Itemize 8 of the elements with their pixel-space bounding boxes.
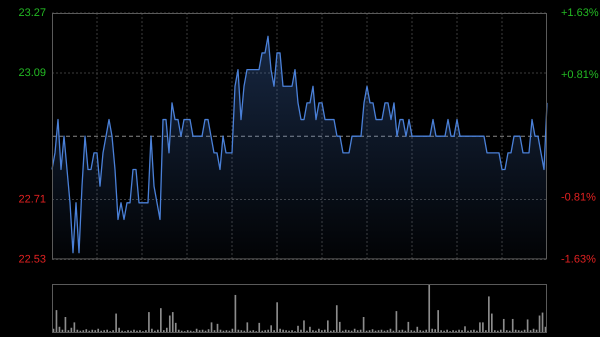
y-tick-label: 22.71 [18, 193, 46, 206]
y2-tick-label: -0.81% [561, 191, 596, 204]
y2-tick-label: -1.63% [561, 253, 596, 266]
y-tick-label: 23.09 [18, 66, 46, 79]
y2-tick-label: +1.63% [561, 7, 599, 20]
y-tick-label: 23.27 [18, 7, 46, 20]
y-tick-label: 22.53 [18, 253, 46, 266]
y2-tick-label: +0.81% [561, 69, 599, 82]
